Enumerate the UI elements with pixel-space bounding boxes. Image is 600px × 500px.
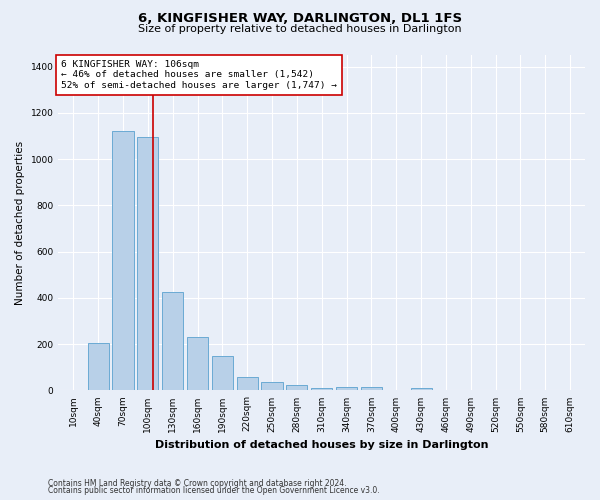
Bar	[262, 382, 283, 390]
X-axis label: Distribution of detached houses by size in Darlington: Distribution of detached houses by size …	[155, 440, 488, 450]
Bar	[286, 384, 307, 390]
Bar	[311, 388, 332, 390]
Y-axis label: Number of detached properties: Number of detached properties	[15, 140, 25, 305]
Bar	[187, 337, 208, 390]
Text: 6 KINGFISHER WAY: 106sqm
← 46% of detached houses are smaller (1,542)
52% of sem: 6 KINGFISHER WAY: 106sqm ← 46% of detach…	[61, 60, 337, 90]
Text: Size of property relative to detached houses in Darlington: Size of property relative to detached ho…	[138, 24, 462, 34]
Text: Contains HM Land Registry data © Crown copyright and database right 2024.: Contains HM Land Registry data © Crown c…	[48, 478, 347, 488]
Bar	[162, 292, 183, 390]
Bar	[88, 342, 109, 390]
Bar	[137, 137, 158, 390]
Bar	[212, 356, 233, 390]
Bar	[361, 387, 382, 390]
Text: Contains public sector information licensed under the Open Government Licence v3: Contains public sector information licen…	[48, 486, 380, 495]
Bar	[410, 388, 431, 390]
Bar	[112, 132, 134, 390]
Text: 6, KINGFISHER WAY, DARLINGTON, DL1 1FS: 6, KINGFISHER WAY, DARLINGTON, DL1 1FS	[138, 12, 462, 26]
Bar	[336, 387, 357, 390]
Bar	[236, 377, 258, 390]
